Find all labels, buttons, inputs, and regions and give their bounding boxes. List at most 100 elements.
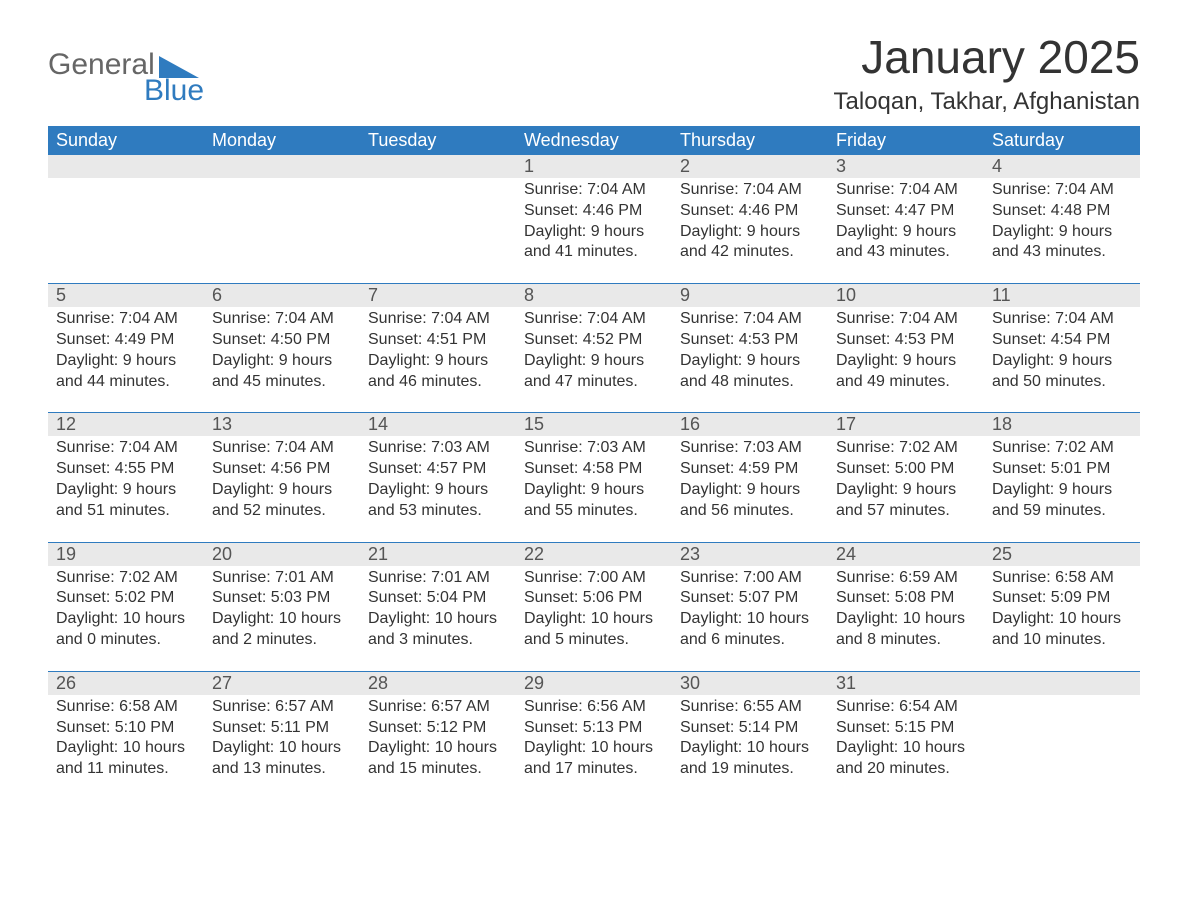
day-cell: Sunrise: 7:04 AMSunset: 4:53 PMDaylight:… bbox=[828, 307, 984, 412]
sunrise-text: Sunrise: 7:03 AM bbox=[680, 438, 820, 459]
sunrise-text: Sunrise: 7:04 AM bbox=[212, 309, 352, 330]
day-number: 17 bbox=[828, 413, 984, 436]
daylight-text: Daylight: 9 hours bbox=[680, 351, 820, 372]
daylight-text: Daylight: 10 hours bbox=[524, 738, 664, 759]
day-number: 30 bbox=[672, 672, 828, 695]
day-number: 31 bbox=[828, 672, 984, 695]
daylight-text: and 11 minutes. bbox=[56, 759, 196, 780]
day-cell: Sunrise: 7:04 AMSunset: 4:54 PMDaylight:… bbox=[984, 307, 1140, 412]
day-cell: Sunrise: 7:04 AMSunset: 4:48 PMDaylight:… bbox=[984, 178, 1140, 283]
sunrise-text: Sunrise: 6:57 AM bbox=[368, 697, 508, 718]
daylight-text: Daylight: 9 hours bbox=[368, 480, 508, 501]
day-cell: Sunrise: 7:01 AMSunset: 5:04 PMDaylight:… bbox=[360, 566, 516, 671]
sunset-text: Sunset: 5:01 PM bbox=[992, 459, 1132, 480]
daylight-text: Daylight: 9 hours bbox=[368, 351, 508, 372]
daylight-text: and 43 minutes. bbox=[992, 242, 1132, 263]
sunset-text: Sunset: 4:49 PM bbox=[56, 330, 196, 351]
sunrise-text: Sunrise: 7:03 AM bbox=[368, 438, 508, 459]
sunrise-text: Sunrise: 6:55 AM bbox=[680, 697, 820, 718]
day-number bbox=[984, 672, 1140, 695]
day-cell: Sunrise: 7:04 AMSunset: 4:50 PMDaylight:… bbox=[204, 307, 360, 412]
sunset-text: Sunset: 5:13 PM bbox=[524, 718, 664, 739]
day-cell: Sunrise: 7:02 AMSunset: 5:02 PMDaylight:… bbox=[48, 566, 204, 671]
logo-word-2: Blue bbox=[48, 76, 204, 106]
daylight-text: Daylight: 10 hours bbox=[836, 738, 976, 759]
day-number: 19 bbox=[48, 543, 204, 566]
day-cell bbox=[360, 178, 516, 283]
daylight-text: Daylight: 10 hours bbox=[368, 609, 508, 630]
sunrise-text: Sunrise: 7:00 AM bbox=[524, 568, 664, 589]
daylight-text: and 2 minutes. bbox=[212, 630, 352, 651]
sunset-text: Sunset: 4:59 PM bbox=[680, 459, 820, 480]
daylight-text: and 8 minutes. bbox=[836, 630, 976, 651]
month-title: January 2025 bbox=[834, 30, 1140, 84]
day-cell: Sunrise: 7:02 AMSunset: 5:01 PMDaylight:… bbox=[984, 436, 1140, 541]
sunrise-text: Sunrise: 7:02 AM bbox=[56, 568, 196, 589]
day-cell: Sunrise: 7:03 AMSunset: 4:59 PMDaylight:… bbox=[672, 436, 828, 541]
day-number bbox=[360, 155, 516, 178]
daylight-text: Daylight: 9 hours bbox=[836, 351, 976, 372]
sunrise-text: Sunrise: 7:01 AM bbox=[212, 568, 352, 589]
sunrise-text: Sunrise: 7:04 AM bbox=[524, 180, 664, 201]
daylight-text: Daylight: 10 hours bbox=[212, 738, 352, 759]
sunrise-text: Sunrise: 6:58 AM bbox=[56, 697, 196, 718]
daylight-text: and 17 minutes. bbox=[524, 759, 664, 780]
sunset-text: Sunset: 5:12 PM bbox=[368, 718, 508, 739]
day-cell: Sunrise: 6:54 AMSunset: 5:15 PMDaylight:… bbox=[828, 695, 984, 800]
weekday-header-row: Sunday Monday Tuesday Wednesday Thursday… bbox=[48, 126, 1140, 155]
daylight-text: and 55 minutes. bbox=[524, 501, 664, 522]
daylight-text: and 13 minutes. bbox=[212, 759, 352, 780]
daylight-text: and 53 minutes. bbox=[368, 501, 508, 522]
sunset-text: Sunset: 5:07 PM bbox=[680, 588, 820, 609]
day-cell: Sunrise: 6:57 AMSunset: 5:12 PMDaylight:… bbox=[360, 695, 516, 800]
weekday-header: Saturday bbox=[984, 126, 1140, 155]
daylight-text: and 51 minutes. bbox=[56, 501, 196, 522]
day-cell bbox=[48, 178, 204, 283]
daylight-text: Daylight: 9 hours bbox=[524, 480, 664, 501]
day-cell: Sunrise: 7:00 AMSunset: 5:06 PMDaylight:… bbox=[516, 566, 672, 671]
day-number: 20 bbox=[204, 543, 360, 566]
daylight-text: Daylight: 10 hours bbox=[56, 738, 196, 759]
day-number: 21 bbox=[360, 543, 516, 566]
daylight-text: and 49 minutes. bbox=[836, 372, 976, 393]
logo: General Blue bbox=[48, 30, 204, 106]
day-cell: Sunrise: 7:04 AMSunset: 4:47 PMDaylight:… bbox=[828, 178, 984, 283]
day-cell: Sunrise: 6:58 AMSunset: 5:10 PMDaylight:… bbox=[48, 695, 204, 800]
day-cell: Sunrise: 6:59 AMSunset: 5:08 PMDaylight:… bbox=[828, 566, 984, 671]
daylight-text: Daylight: 9 hours bbox=[992, 480, 1132, 501]
day-cell: Sunrise: 7:04 AMSunset: 4:46 PMDaylight:… bbox=[672, 178, 828, 283]
sunset-text: Sunset: 5:14 PM bbox=[680, 718, 820, 739]
day-number: 1 bbox=[516, 155, 672, 178]
daylight-text: Daylight: 9 hours bbox=[56, 480, 196, 501]
daylight-text: Daylight: 9 hours bbox=[212, 351, 352, 372]
sunrise-text: Sunrise: 7:04 AM bbox=[524, 309, 664, 330]
day-number: 14 bbox=[360, 413, 516, 436]
day-number: 15 bbox=[516, 413, 672, 436]
daylight-text: Daylight: 9 hours bbox=[836, 480, 976, 501]
sunset-text: Sunset: 4:53 PM bbox=[680, 330, 820, 351]
day-cell: Sunrise: 7:01 AMSunset: 5:03 PMDaylight:… bbox=[204, 566, 360, 671]
daylight-text: Daylight: 9 hours bbox=[212, 480, 352, 501]
daylight-text: and 59 minutes. bbox=[992, 501, 1132, 522]
location-subtitle: Taloqan, Takhar, Afghanistan bbox=[834, 88, 1140, 116]
week-body-row: Sunrise: 7:04 AMSunset: 4:46 PMDaylight:… bbox=[48, 178, 1140, 283]
sunrise-text: Sunrise: 7:04 AM bbox=[56, 438, 196, 459]
calendar: Sunday Monday Tuesday Wednesday Thursday… bbox=[48, 126, 1140, 800]
day-number: 4 bbox=[984, 155, 1140, 178]
daylight-text: and 50 minutes. bbox=[992, 372, 1132, 393]
day-number: 28 bbox=[360, 672, 516, 695]
sunrise-text: Sunrise: 7:04 AM bbox=[992, 309, 1132, 330]
daylight-text: Daylight: 10 hours bbox=[212, 609, 352, 630]
sunrise-text: Sunrise: 7:04 AM bbox=[680, 180, 820, 201]
weekday-header: Wednesday bbox=[516, 126, 672, 155]
weekday-header: Thursday bbox=[672, 126, 828, 155]
daylight-text: and 20 minutes. bbox=[836, 759, 976, 780]
sunrise-text: Sunrise: 6:58 AM bbox=[992, 568, 1132, 589]
daylight-text: Daylight: 10 hours bbox=[368, 738, 508, 759]
day-number bbox=[204, 155, 360, 178]
sunset-text: Sunset: 4:50 PM bbox=[212, 330, 352, 351]
sunrise-text: Sunrise: 6:54 AM bbox=[836, 697, 976, 718]
day-cell: Sunrise: 7:04 AMSunset: 4:55 PMDaylight:… bbox=[48, 436, 204, 541]
weeks-container: 1234Sunrise: 7:04 AMSunset: 4:46 PMDayli… bbox=[48, 155, 1140, 800]
daylight-text: Daylight: 9 hours bbox=[992, 222, 1132, 243]
